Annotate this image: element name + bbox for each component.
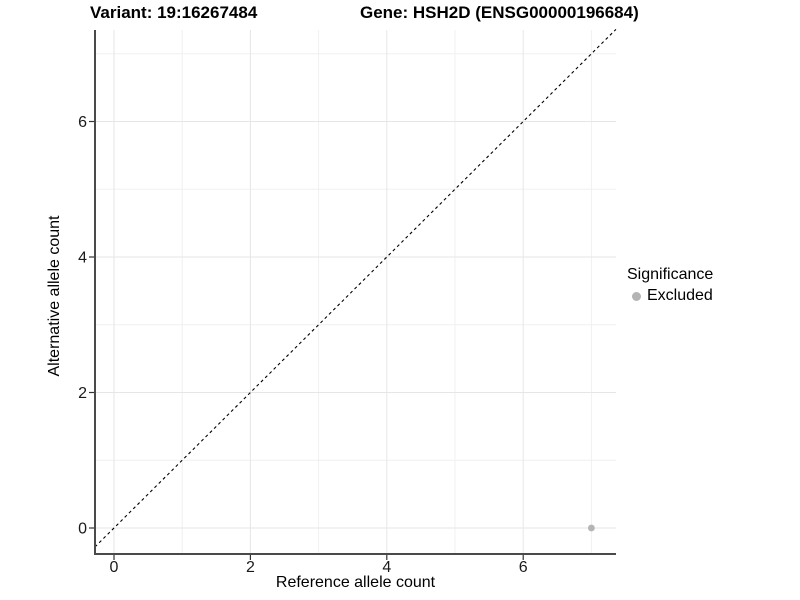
legend-point-icon [632,291,641,301]
x-tick-label: 4 [382,559,391,576]
x-tick-label: 2 [246,559,255,576]
identity-line [94,28,617,548]
y-axis-title: Alternative allele count [46,215,63,377]
y-tick-label: 6 [78,114,87,131]
y-tick-label: 4 [78,250,87,267]
legend-item-excluded: Excluded [627,287,713,305]
gene-title: Gene: HSH2D (ENSG00000196684) [360,3,639,22]
legend-item-label: Excluded [647,287,713,304]
data-point [588,524,595,532]
x-axis-title: Reference allele count [275,574,436,591]
x-tick-label: 0 [110,559,119,576]
y-tick-label: 0 [78,521,87,538]
y-tick-label: 2 [78,385,87,402]
variant-title: Variant: 19:16267484 [90,3,258,22]
legend: Significance Excluded [627,266,713,305]
legend-title: Significance [627,266,714,283]
x-tick-label: 6 [519,559,528,576]
